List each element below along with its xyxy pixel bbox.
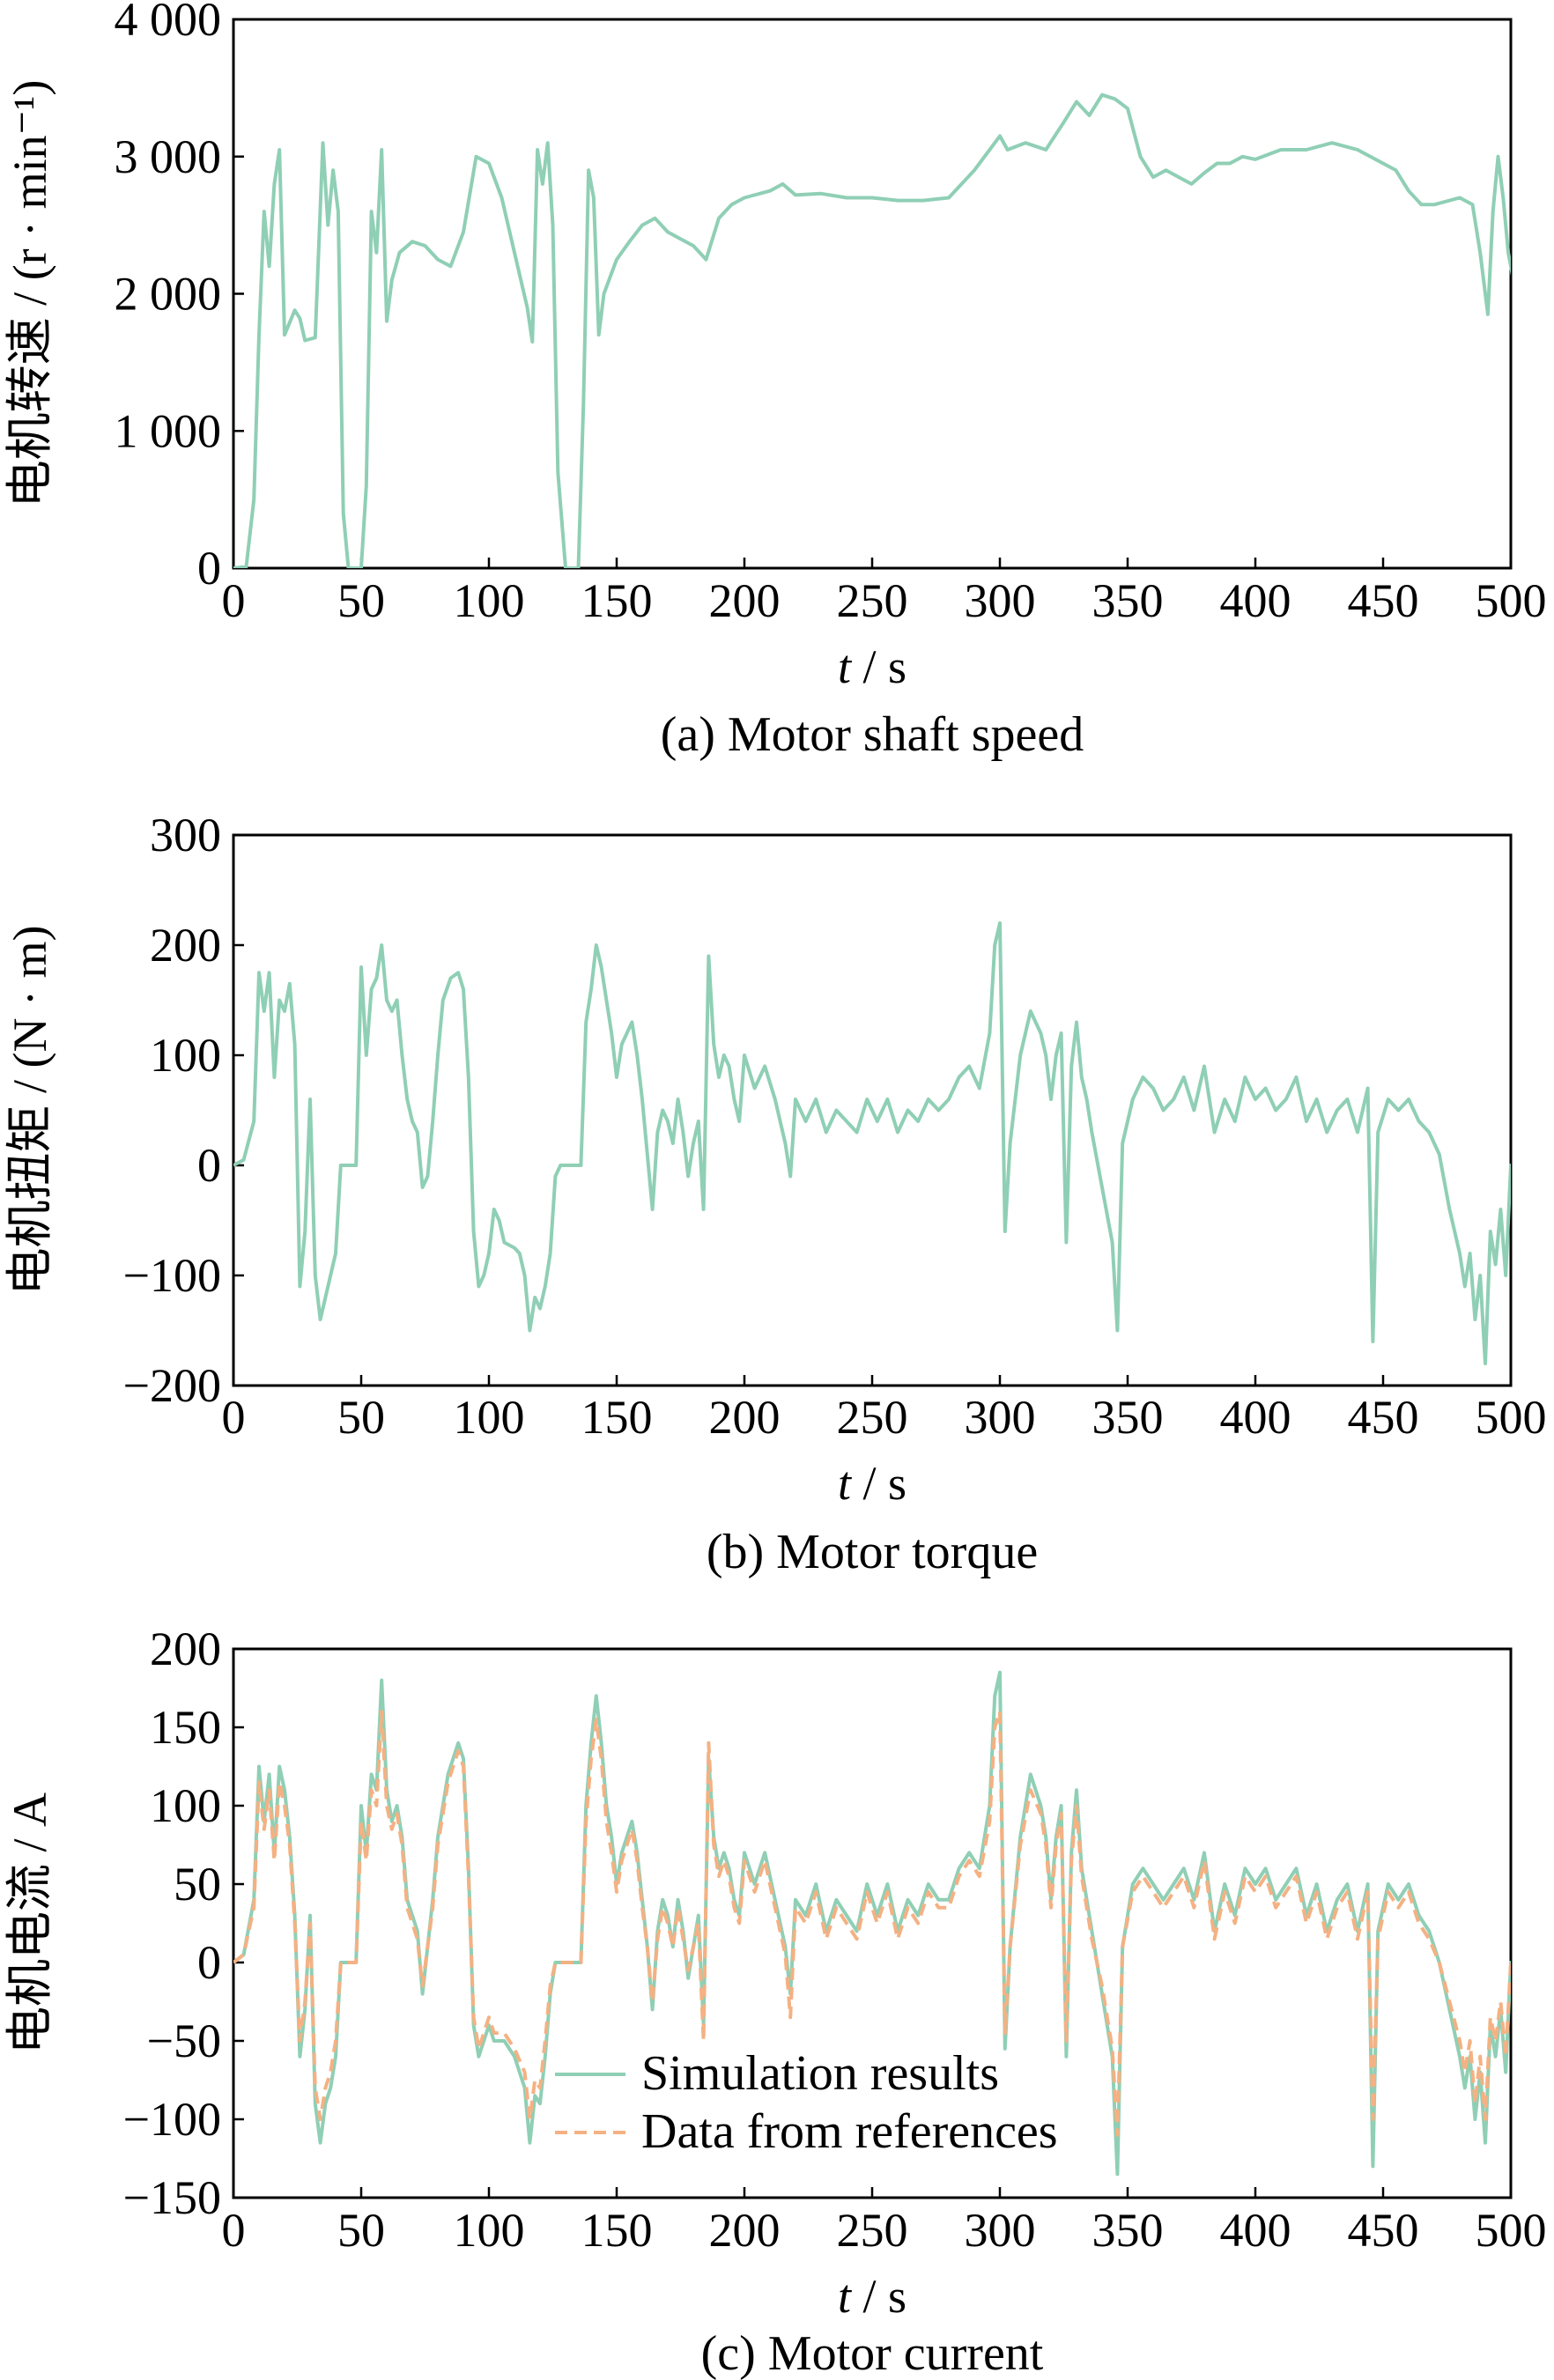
x-axis-label: t / s bbox=[838, 2270, 906, 2323]
series-line-simulation bbox=[233, 92, 1511, 568]
x-tick-label: 150 bbox=[581, 1391, 653, 1444]
x-tick-label: 350 bbox=[1092, 574, 1164, 627]
chart-panel-2: 0 50 100 150 200 250 300 350 400 450 500 −200 −100 0 1… bbox=[4, 809, 1547, 1579]
x-tick-label: 50 bbox=[337, 1391, 385, 1444]
series-line-simulation bbox=[233, 921, 1511, 1365]
x-tick-label: 150 bbox=[581, 2204, 653, 2257]
x-tick-label: 250 bbox=[837, 2204, 908, 2257]
y-tick-label: −100 bbox=[123, 2093, 221, 2146]
y-tick-label: 100 bbox=[150, 1029, 221, 1082]
y-tick-label: 3 000 bbox=[115, 130, 222, 183]
legend-label-reference: Data from references bbox=[641, 2104, 1058, 2159]
y-tick-label: 100 bbox=[150, 1779, 221, 1832]
series-group bbox=[233, 921, 1511, 1365]
x-tick-label: 200 bbox=[709, 1391, 781, 1444]
y-tick-label: 0 bbox=[197, 542, 221, 595]
y-tick-label: 300 bbox=[150, 809, 221, 861]
y-tick-label: 0 bbox=[197, 1936, 221, 1989]
x-tick-label: 150 bbox=[581, 574, 653, 627]
x-tick-label: 50 bbox=[337, 2204, 385, 2257]
y-tick-label: 200 bbox=[150, 919, 221, 972]
x-tick-label: 400 bbox=[1220, 574, 1291, 627]
x-tick-label: 200 bbox=[709, 574, 781, 627]
y-tick-label: 150 bbox=[150, 1701, 221, 1754]
x-tick-label: 200 bbox=[709, 2204, 781, 2257]
x-tick-label: 50 bbox=[337, 574, 385, 627]
x-tick-label: 0 bbox=[222, 1391, 246, 1444]
y-axis-label: 电机电流 / A bbox=[4, 1792, 56, 2054]
x-tick-label: 350 bbox=[1092, 1391, 1164, 1444]
chart-caption: (a) Motor shaft speed bbox=[661, 707, 1084, 762]
plot-frame bbox=[232, 18, 1513, 570]
y-tick-label: 200 bbox=[150, 1622, 221, 1675]
x-tick-label: 100 bbox=[454, 574, 525, 627]
x-tick-label: 300 bbox=[965, 574, 1036, 627]
chart-caption: (b) Motor torque bbox=[707, 1525, 1038, 1579]
x-tick-label: 300 bbox=[965, 2204, 1036, 2257]
legend-label-simulation: Simulation results bbox=[641, 2046, 999, 2101]
series-group bbox=[233, 92, 1511, 568]
chart-panel-3: 0 50 100 150 200 250 300 350 400 450 500−150−100−5… bbox=[4, 1622, 1547, 2380]
y-tick-label: 50 bbox=[174, 1858, 221, 1911]
x-tick-label: 450 bbox=[1348, 2204, 1419, 2257]
y-tick-label: 2 000 bbox=[115, 268, 222, 321]
x-tick-label: 400 bbox=[1220, 1391, 1291, 1444]
x-tick-label: 500 bbox=[1476, 1391, 1547, 1444]
y-tick-label: −50 bbox=[147, 2014, 221, 2067]
x-tick-label: 0 bbox=[222, 574, 246, 627]
x-tick-label: 500 bbox=[1476, 574, 1547, 627]
x-tick-label: 100 bbox=[454, 1391, 525, 1444]
y-axis-label: 电机转速 / (r · min⁻¹) bbox=[4, 80, 56, 508]
x-tick-label: 100 bbox=[454, 2204, 525, 2257]
y-tick-label: 1 000 bbox=[115, 404, 222, 457]
x-tick-label: 0 bbox=[222, 2204, 246, 2257]
y-tick-label: 0 bbox=[197, 1139, 221, 1192]
x-axis-label-unit: / s bbox=[851, 640, 906, 693]
chart-caption: (c) Motor current bbox=[701, 2326, 1044, 2380]
x-axis-label-var: t bbox=[838, 640, 853, 693]
x-tick-label: 400 bbox=[1220, 2204, 1291, 2257]
x-tick-label: 250 bbox=[837, 574, 908, 627]
x-axis-label-unit: / s bbox=[851, 2270, 906, 2323]
x-tick-label: 300 bbox=[965, 1391, 1036, 1444]
x-tick-label: 450 bbox=[1348, 574, 1419, 627]
series-group bbox=[233, 1670, 1511, 2177]
y-tick-label: 4 000 bbox=[115, 0, 222, 46]
x-tick-label: 350 bbox=[1092, 2204, 1164, 2257]
x-axis-label-var: t bbox=[838, 2270, 853, 2323]
x-axis-label: t / s bbox=[838, 640, 906, 693]
x-tick-label: 500 bbox=[1476, 2204, 1547, 2257]
y-tick-label: −100 bbox=[123, 1249, 221, 1302]
x-tick-label: 450 bbox=[1348, 1391, 1419, 1444]
y-axis-label: 电机扭矩 / (N · m) bbox=[4, 926, 56, 1296]
x-axis-label-var: t bbox=[838, 1457, 853, 1510]
y-tick-label: −150 bbox=[123, 2171, 221, 2224]
x-tick-label: 250 bbox=[837, 1391, 908, 1444]
x-axis-label: t / s bbox=[838, 1457, 906, 1510]
x-axis-label-unit: / s bbox=[851, 1457, 906, 1510]
chart-panel-1: 0 50 100 150 200 250 300 350 400 450 500 0 1 000 2 00… bbox=[4, 0, 1547, 762]
y-tick-label: −200 bbox=[123, 1359, 221, 1412]
